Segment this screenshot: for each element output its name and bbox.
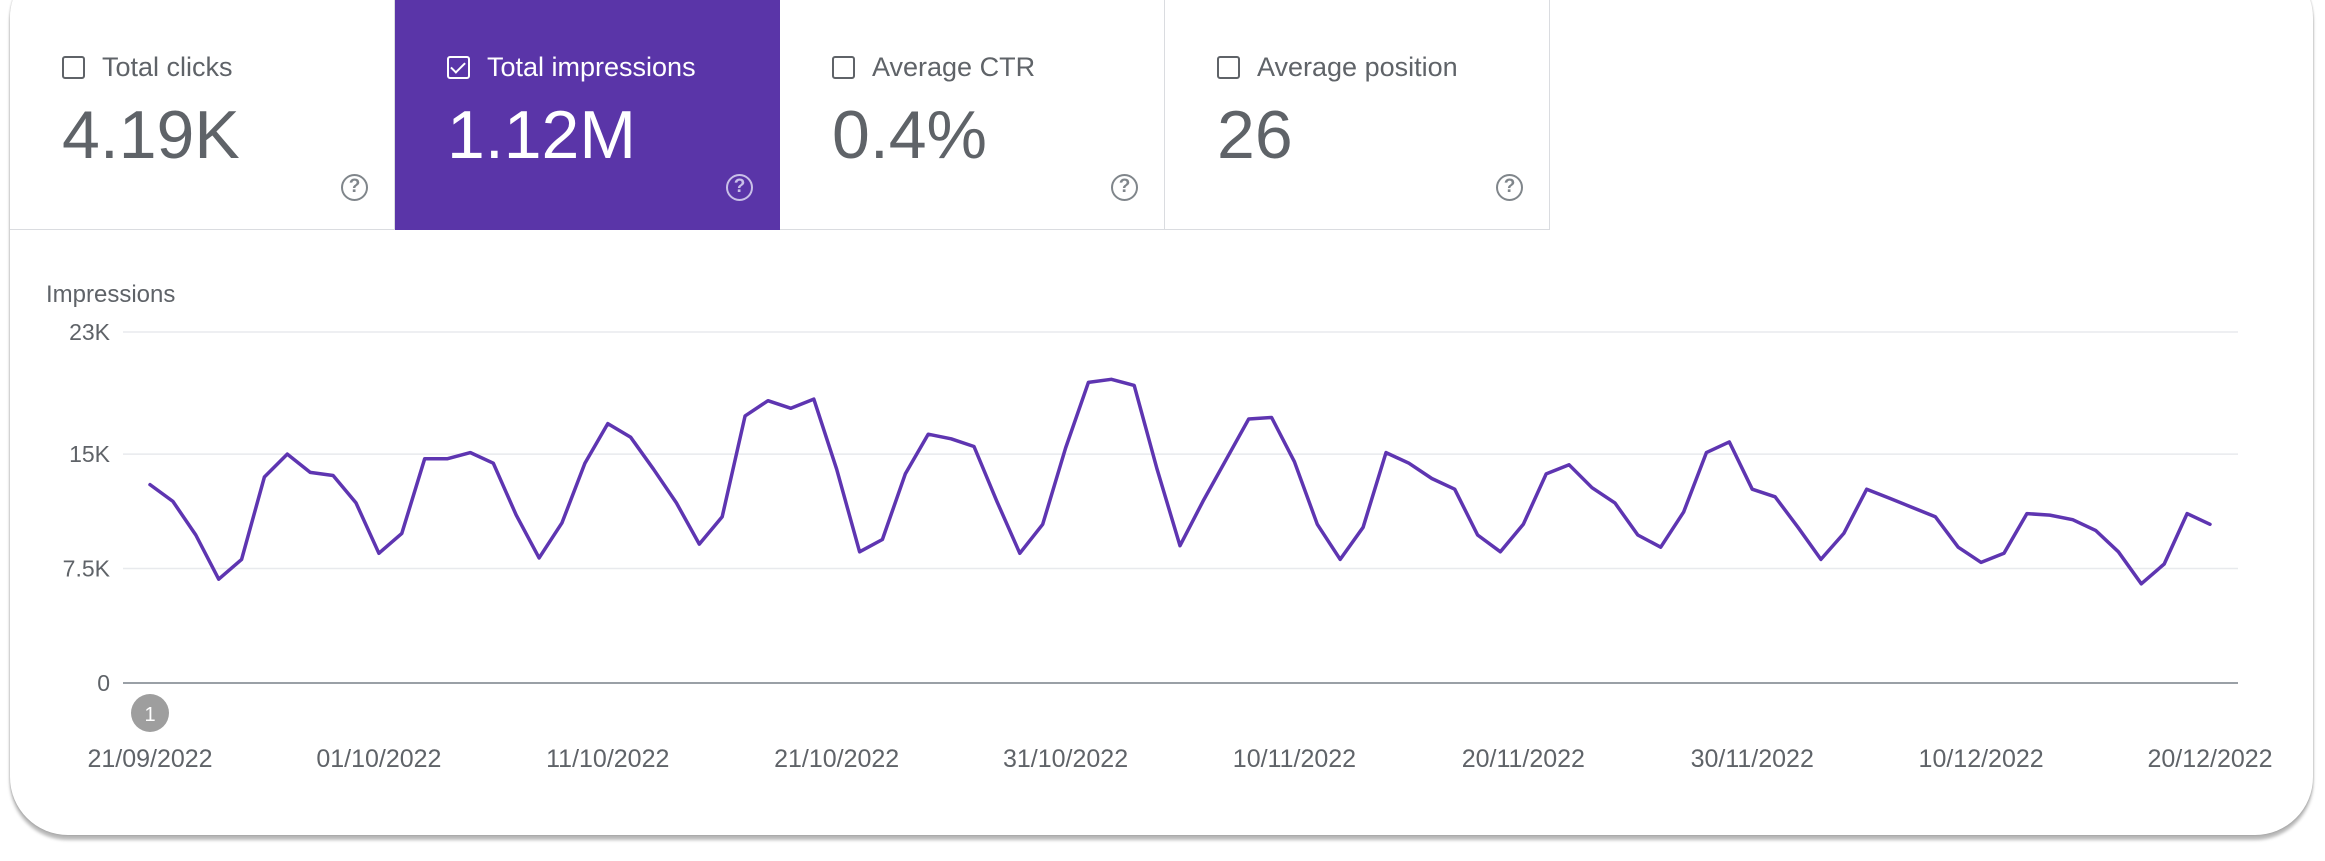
help-icon[interactable]: ? — [1111, 174, 1138, 201]
x-tick-label: 21/10/2022 — [774, 745, 899, 773]
metric-tile-average-ctr[interactable]: Average CTR 0.4% ? — [780, 0, 1165, 230]
help-icon[interactable]: ? — [341, 174, 368, 201]
x-tick-label: 20/11/2022 — [1462, 745, 1585, 773]
chart-grid — [123, 331, 2238, 684]
x-tick-label: 11/10/2022 — [546, 745, 669, 773]
x-tick-label: 10/11/2022 — [1233, 745, 1356, 773]
help-icon[interactable]: ? — [726, 174, 753, 201]
performance-card: Total clicks 4.19K ? Total impressions 1… — [10, 0, 2313, 835]
x-tick-label: 01/10/2022 — [316, 745, 441, 773]
metric-label: Total impressions — [487, 52, 696, 82]
metric-value: 4.19K — [62, 97, 240, 173]
checkbox-icon[interactable] — [62, 56, 85, 79]
y-tick-label: 15K — [69, 441, 111, 467]
metric-value: 1.12M — [447, 97, 636, 173]
x-tick-label: 20/12/2022 — [2147, 745, 2272, 773]
x-axis-ticks: 21/09/2022 01/10/2022 11/10/2022 21/10/2022… — [87, 745, 2272, 773]
annotation-label: 1 — [144, 704, 155, 726]
x-tick-label: 21/09/2022 — [87, 745, 212, 773]
y-tick-label: 7.5K — [63, 556, 111, 582]
y-axis-title: Impressions — [46, 281, 175, 308]
y-tick-label: 23K — [69, 319, 111, 345]
y-tick-label: 0 — [97, 670, 110, 696]
metric-label: Average CTR — [872, 52, 1036, 82]
x-tick-label: 31/10/2022 — [1003, 745, 1128, 773]
chart-annotations: 1 — [131, 694, 169, 732]
y-axis-ticks: 0 7.5K 15K 23K — [63, 319, 111, 696]
x-tick-label: 30/11/2022 — [1691, 745, 1814, 773]
metric-tile-total-impressions[interactable]: Total impressions 1.12M ? — [395, 0, 780, 230]
metric-tile-average-position[interactable]: Average position 26 ? — [1165, 0, 1550, 230]
x-tick-label: 10/12/2022 — [1919, 745, 2044, 773]
metric-tiles: Total clicks 4.19K ? Total impressions 1… — [10, 0, 1550, 230]
help-icon[interactable]: ? — [1496, 174, 1523, 201]
checkbox-icon[interactable] — [1217, 56, 1240, 79]
metric-value: 26 — [1217, 97, 1293, 173]
chart-series — [148, 377, 2212, 586]
impressions-chart: Impressions 0 7.5K 15K 23K 21/09/2022 01/10/… — [46, 281, 2273, 773]
metric-label: Average position — [1257, 52, 1458, 82]
metric-tile-total-clicks[interactable]: Total clicks 4.19K ? — [10, 0, 395, 230]
metric-label: Total clicks — [102, 52, 233, 82]
annotation-marker — [131, 694, 169, 732]
checkbox-checked-icon[interactable] — [447, 56, 470, 79]
impressions-line — [148, 377, 2212, 586]
checkbox-icon[interactable] — [832, 56, 855, 79]
metric-value: 0.4% — [832, 97, 987, 173]
